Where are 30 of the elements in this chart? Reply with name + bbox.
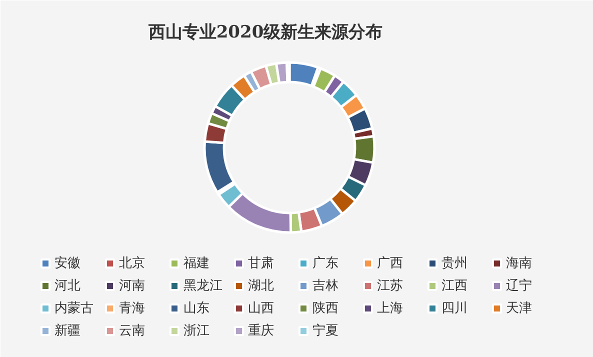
- legend-label: 北京: [119, 256, 145, 271]
- legend-label: 贵州: [442, 256, 468, 271]
- legend-label: 黑龙江: [184, 278, 222, 294]
- legend-label: 云南: [119, 324, 145, 338]
- legend-label: 辽宁: [506, 278, 532, 294]
- legend-label: 内蒙古: [54, 301, 94, 316]
- legend-label: 重庆: [248, 324, 274, 338]
- legend-label: 山西: [248, 301, 274, 316]
- legend-label: 上海: [377, 301, 403, 316]
- legend-label: 安徽: [54, 255, 80, 271]
- legend-label: 海南: [506, 256, 532, 271]
- legend-label: 四川: [442, 301, 468, 316]
- legend-label: 天津: [506, 301, 532, 316]
- legend-label: 甘肃: [248, 256, 274, 271]
- legend-label: 河北: [54, 278, 80, 294]
- legend-label: 浙江: [184, 324, 210, 338]
- legend-label: 江苏: [377, 278, 403, 294]
- legend-label: 青海: [119, 301, 145, 316]
- legend-label: 广西: [377, 256, 403, 271]
- chart-title: 西山专业2020级新生来源分布: [147, 22, 383, 42]
- legend-label: 河南: [119, 278, 145, 294]
- legend-label: 湖北: [248, 278, 274, 294]
- legend-label: 陕西: [312, 301, 338, 316]
- legend-label: 福建: [184, 256, 210, 271]
- legend-label: 宁夏: [312, 322, 338, 338]
- legend-label: 山东: [184, 301, 210, 316]
- legend-label: 新疆: [54, 324, 80, 338]
- legend-label: 广东: [312, 256, 338, 271]
- legend-label: 江西: [442, 278, 468, 294]
- legend-label: 吉林: [312, 278, 338, 294]
